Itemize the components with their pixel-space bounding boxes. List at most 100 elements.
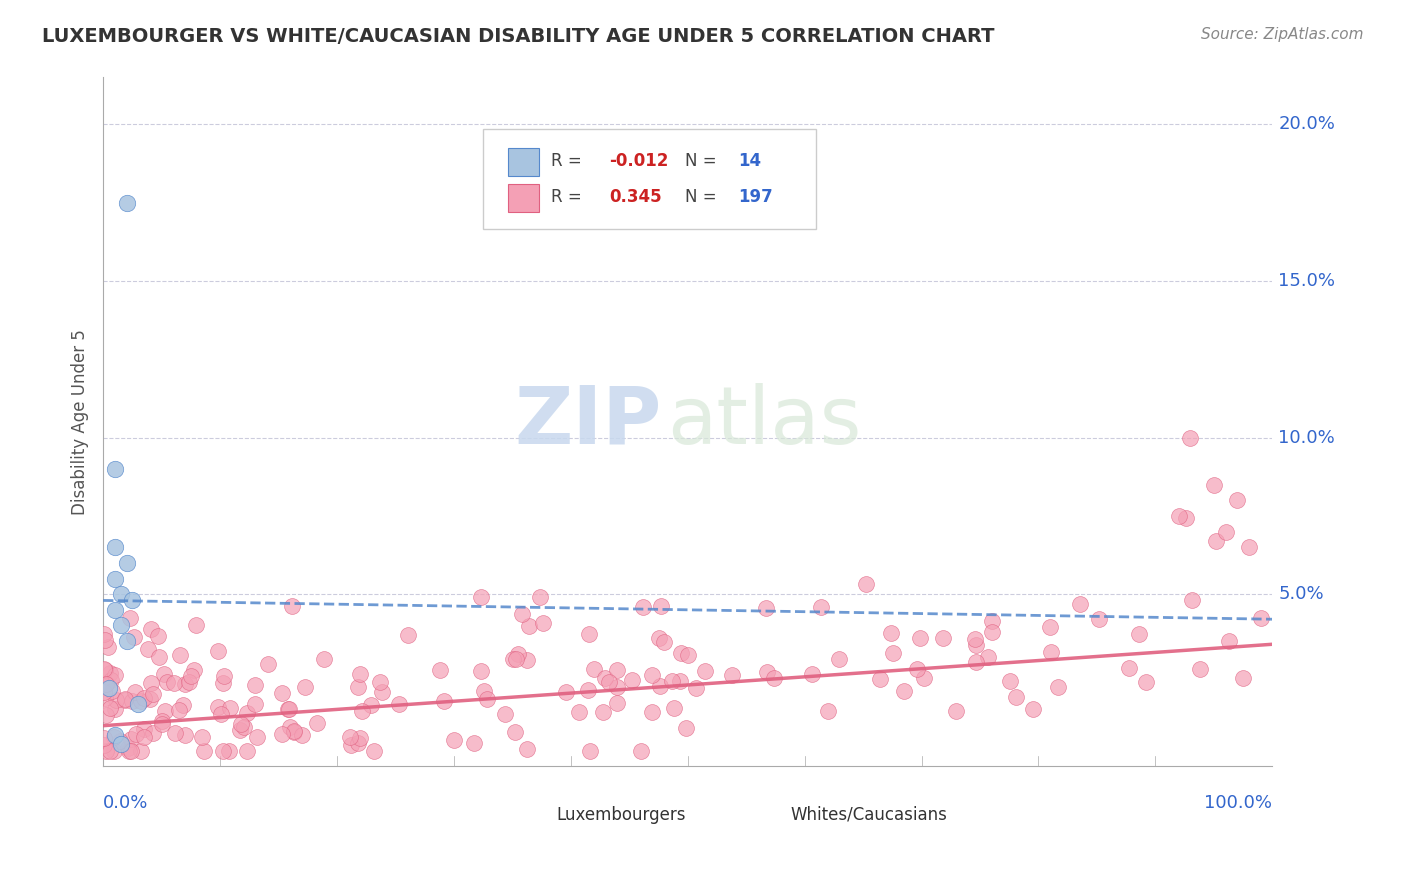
Point <box>139 622 162 636</box>
Point <box>207 644 229 658</box>
Point <box>104 728 127 742</box>
Point <box>650 599 672 613</box>
FancyBboxPatch shape <box>751 803 782 826</box>
Point <box>110 618 132 632</box>
Point <box>146 629 169 643</box>
Point <box>278 721 301 735</box>
Point <box>94 633 117 648</box>
Point <box>647 631 669 645</box>
Point <box>108 733 131 747</box>
Point <box>340 739 363 753</box>
Point <box>132 730 155 744</box>
Point <box>640 667 662 681</box>
FancyBboxPatch shape <box>508 148 540 176</box>
Point <box>115 634 138 648</box>
Point <box>1088 612 1111 626</box>
Point <box>429 663 451 677</box>
Point <box>277 702 299 716</box>
Point <box>801 667 824 681</box>
Point <box>100 673 122 687</box>
Point <box>163 676 186 690</box>
Point <box>139 692 162 706</box>
Point <box>1180 431 1202 445</box>
Point <box>370 685 392 699</box>
Point <box>576 683 599 698</box>
Point <box>630 744 652 758</box>
Point <box>172 698 194 712</box>
Text: Whites/Caucasians: Whites/Caucasians <box>790 805 948 823</box>
Text: LUXEMBOURGER VS WHITE/CAUCASIAN DISABILITY AGE UNDER 5 CORRELATION CHART: LUXEMBOURGER VS WHITE/CAUCASIAN DISABILI… <box>42 27 994 45</box>
Point <box>339 730 361 744</box>
Point <box>1181 592 1204 607</box>
Point <box>685 681 707 695</box>
Point <box>283 725 305 739</box>
Point <box>174 728 197 742</box>
Point <box>593 671 616 685</box>
Point <box>152 714 174 729</box>
Point <box>1202 477 1225 491</box>
Text: N =: N = <box>685 152 723 169</box>
Point <box>173 677 195 691</box>
Point <box>1046 680 1069 694</box>
Point <box>368 674 391 689</box>
Point <box>127 697 149 711</box>
Point <box>165 726 187 740</box>
Point <box>98 701 121 715</box>
Point <box>893 683 915 698</box>
Point <box>1232 671 1254 685</box>
Point <box>810 600 832 615</box>
Point <box>977 649 1000 664</box>
Point <box>115 195 138 210</box>
Point <box>212 744 235 758</box>
Point <box>828 652 851 666</box>
FancyBboxPatch shape <box>508 185 540 211</box>
Point <box>669 646 692 660</box>
Point <box>270 685 292 699</box>
Point <box>661 673 683 688</box>
Point <box>932 632 955 646</box>
Point <box>388 697 411 711</box>
Point <box>232 720 254 734</box>
Text: ZIP: ZIP <box>515 383 662 461</box>
Point <box>209 707 232 722</box>
Point <box>104 702 127 716</box>
Text: atlas: atlas <box>666 383 860 461</box>
Point <box>125 726 148 740</box>
Point <box>121 593 143 607</box>
Point <box>132 690 155 705</box>
Point <box>592 705 614 719</box>
Text: N =: N = <box>685 187 723 206</box>
Point <box>905 662 928 676</box>
Point <box>641 705 664 719</box>
Text: Source: ZipAtlas.com: Source: ZipAtlas.com <box>1201 27 1364 42</box>
Point <box>118 611 141 625</box>
Point <box>606 680 628 694</box>
Point <box>472 684 495 698</box>
Point <box>966 639 988 653</box>
Point <box>349 667 371 681</box>
Point <box>396 628 419 642</box>
Point <box>676 648 699 663</box>
Point <box>1069 597 1091 611</box>
Point <box>104 693 127 707</box>
Point <box>129 693 152 707</box>
Point <box>648 679 671 693</box>
Point <box>606 697 628 711</box>
Text: 15.0%: 15.0% <box>1278 272 1336 290</box>
Point <box>169 648 191 662</box>
Point <box>1021 702 1043 716</box>
Point <box>568 705 591 719</box>
Point <box>945 704 967 718</box>
Point <box>96 708 118 723</box>
Point <box>631 600 654 615</box>
Point <box>115 556 138 570</box>
Point <box>1226 493 1249 508</box>
Point <box>347 681 370 695</box>
Text: 14: 14 <box>738 152 761 169</box>
Point <box>882 646 904 660</box>
Point <box>443 732 465 747</box>
Point <box>291 728 314 742</box>
Point <box>229 723 252 737</box>
Point <box>132 722 155 736</box>
Point <box>506 647 529 661</box>
